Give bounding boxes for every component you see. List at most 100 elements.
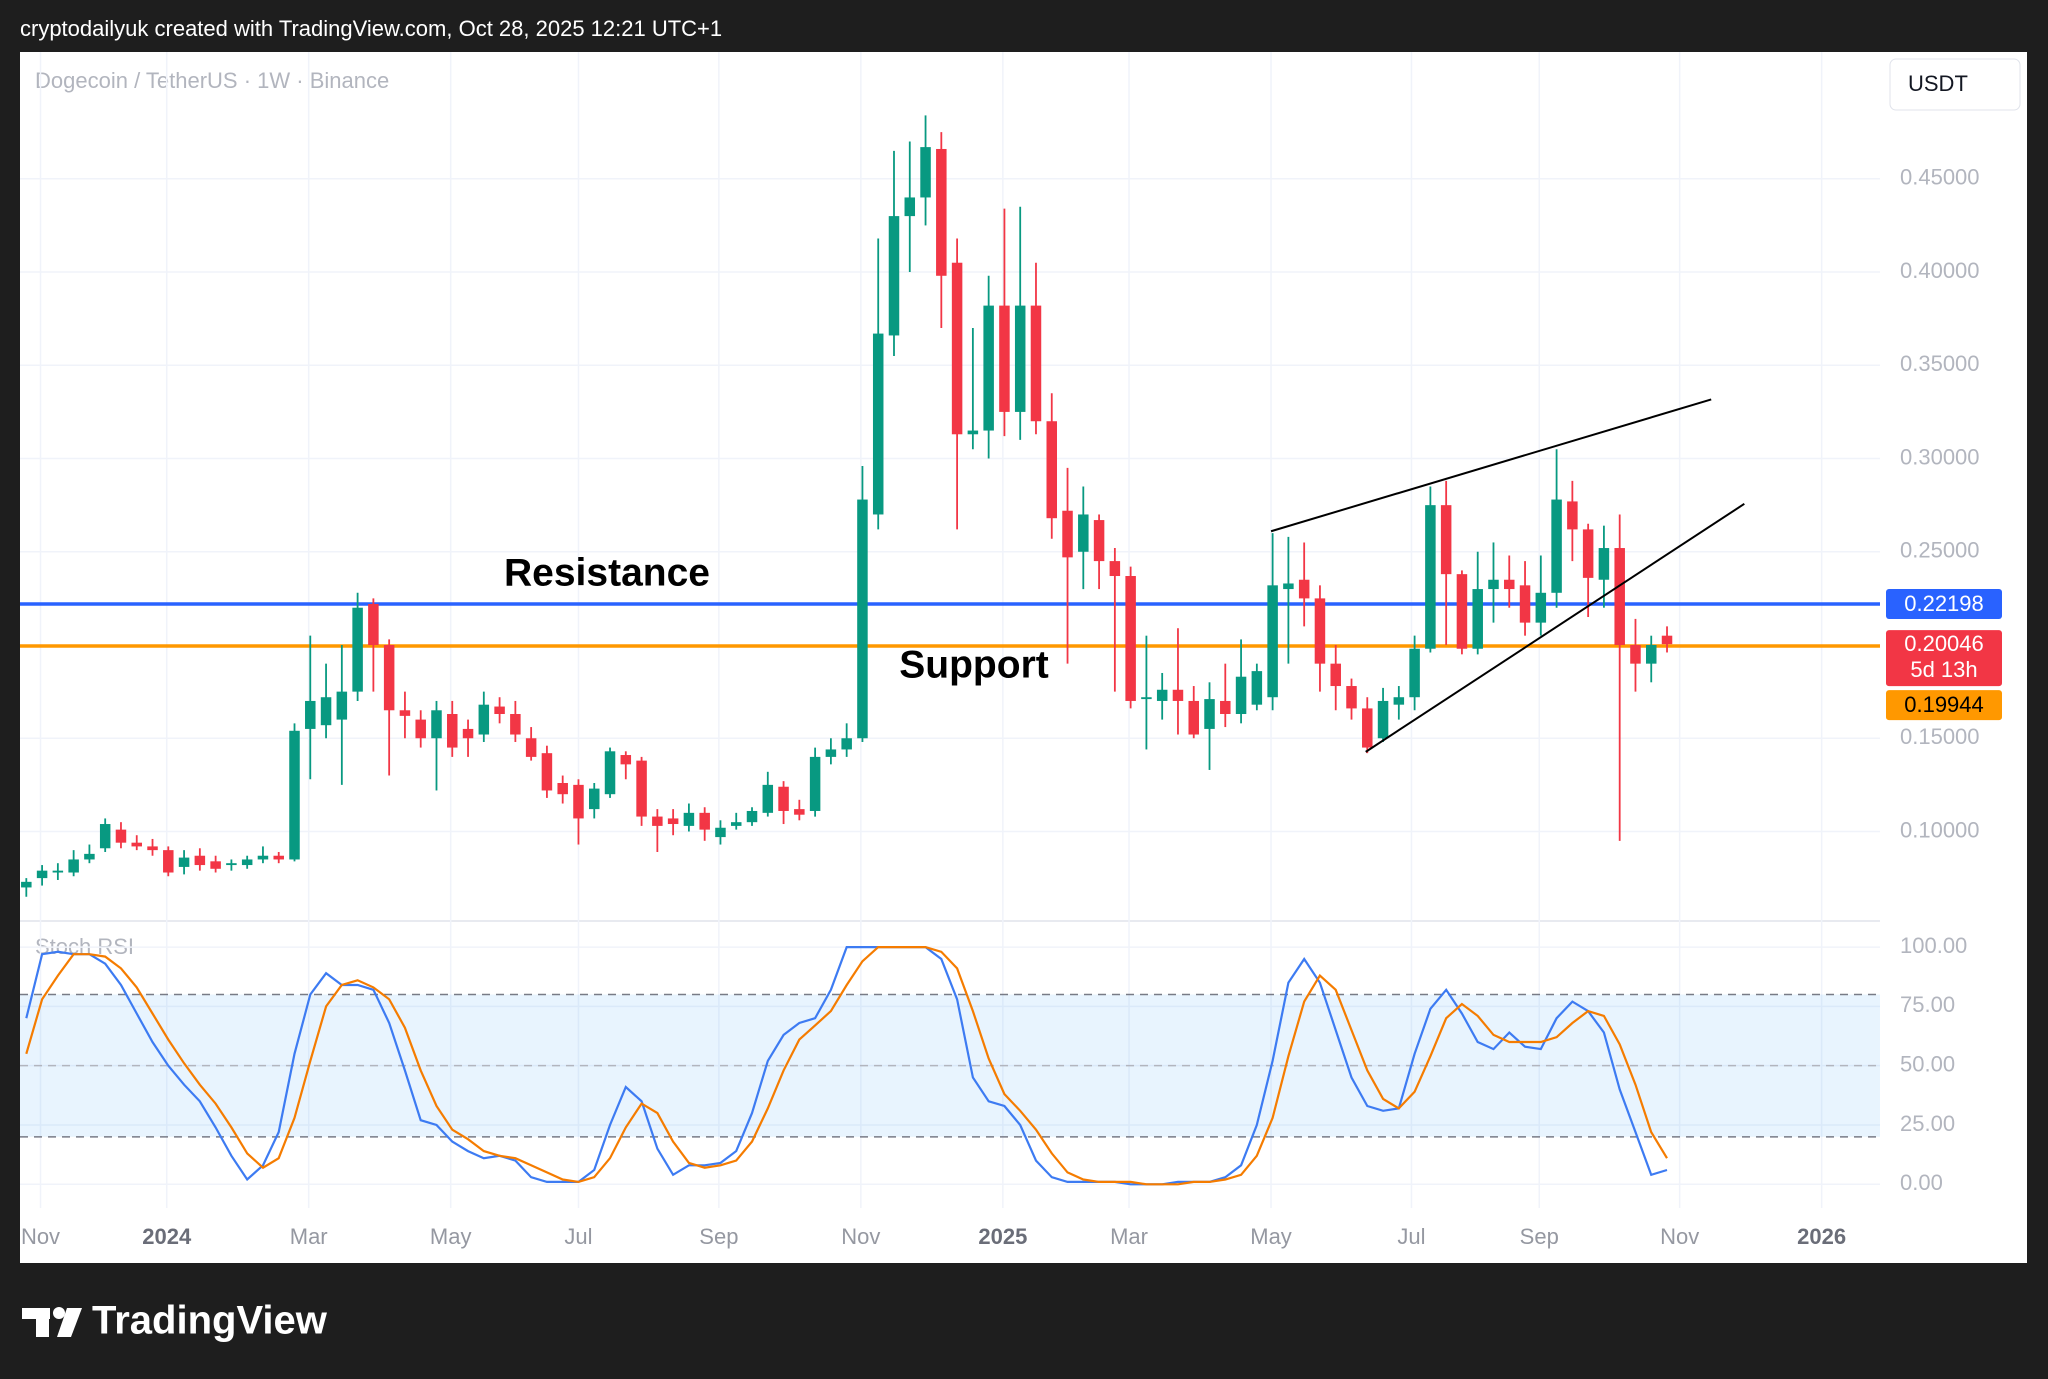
- candle-body: [431, 710, 442, 739]
- candle-body: [1330, 663, 1341, 687]
- candle-body: [1456, 574, 1468, 649]
- candle-body: [1630, 645, 1641, 664]
- candle-body: [841, 738, 852, 750]
- candle-body: [809, 756, 821, 811]
- candle-body: [383, 645, 395, 711]
- x-tick-label: Sep: [1520, 1224, 1559, 1249]
- y-tick-label: 100.00: [1900, 933, 1967, 958]
- indicator-line: [25, 946, 1668, 1186]
- candle-body: [1078, 514, 1089, 552]
- candle-body: [1425, 505, 1436, 649]
- candle-body: [1409, 648, 1420, 698]
- x-tick-label: Jul: [564, 1224, 592, 1249]
- candle-body: [904, 197, 916, 217]
- candle-body: [1598, 548, 1610, 580]
- annotation: Resistance: [504, 551, 710, 594]
- candle-body: [683, 812, 695, 826]
- candle-body: [746, 810, 758, 823]
- price-label-box: [1886, 589, 2002, 620]
- candle-body: [399, 710, 411, 716]
- candle-body: [652, 816, 663, 826]
- x-tick-label: 2025: [978, 1224, 1027, 1249]
- candle-body: [1440, 505, 1452, 575]
- indicator-line: [25, 946, 1668, 1186]
- candle-body: [936, 148, 947, 276]
- candle-body: [999, 305, 1010, 412]
- candle-body: [1362, 708, 1373, 748]
- candle-body: [21, 881, 32, 888]
- candle-body: [52, 870, 64, 873]
- candle-body: [1504, 579, 1515, 590]
- candle-body: [1298, 579, 1310, 599]
- logo-text: TradingView: [92, 1299, 328, 1343]
- header-text: cryptodailyuk created with TradingView.c…: [20, 16, 722, 41]
- candle-body: [1156, 689, 1168, 701]
- candle-body: [478, 704, 490, 735]
- candle-body: [510, 714, 521, 735]
- candle-body: [1062, 510, 1073, 558]
- candle-body: [1645, 645, 1657, 664]
- price-label: 0.19944: [1904, 692, 1984, 717]
- candle-body: [352, 607, 363, 692]
- price-label: 0.22198: [1904, 591, 1984, 616]
- candle-body: [368, 603, 379, 646]
- x-tick-label: Mar: [290, 1224, 328, 1249]
- candle-body: [967, 430, 979, 435]
- candle-body: [178, 857, 190, 867]
- candle-body: [115, 829, 127, 843]
- candle-body: [462, 728, 474, 739]
- y-tick-label: 0.40000: [1900, 258, 1980, 283]
- candle-body: [99, 824, 111, 849]
- candle-body: [715, 827, 726, 838]
- currency-button[interactable]: [1889, 58, 2021, 111]
- candle-body: [1030, 305, 1042, 422]
- candle-body: [1235, 676, 1247, 715]
- y-tick-label: 0.25000: [1900, 538, 1980, 563]
- logo-icon: [22, 1307, 82, 1337]
- candle-body: [194, 855, 206, 866]
- x-tick-label: Mar: [1110, 1224, 1148, 1249]
- candle-body: [1393, 697, 1405, 705]
- candle-body: [762, 784, 774, 813]
- candle-body: [68, 859, 79, 873]
- candle-body: [257, 855, 269, 860]
- candle-body: [1535, 592, 1547, 623]
- annotation: Support: [899, 643, 1048, 686]
- indicator-pane: [20, 946, 1880, 1186]
- candle-body: [872, 333, 884, 515]
- candle-body: [1661, 635, 1673, 645]
- last-price-box: [1886, 630, 2002, 687]
- price-label-box: [1886, 690, 2002, 721]
- x-tick-label: 2026: [1797, 1224, 1846, 1249]
- x-tick-label: May: [430, 1224, 472, 1249]
- candle-body: [667, 818, 679, 825]
- candle-body: [1109, 561, 1121, 577]
- x-tick-label: Nov: [1660, 1224, 1699, 1249]
- candle-body: [320, 697, 332, 726]
- x-tick-label: 2024: [142, 1224, 192, 1249]
- y-tick-label: 0.15000: [1900, 724, 1980, 749]
- candle-body: [163, 850, 174, 873]
- x-tick-label: Nov: [21, 1224, 60, 1249]
- currency-label[interactable]: USDT: [1908, 71, 1968, 96]
- candle-body: [1046, 421, 1058, 519]
- trendline: [1365, 503, 1745, 753]
- candle-body: [1204, 699, 1215, 729]
- candle-body: [1141, 697, 1152, 700]
- y-tick-label: 0.10000: [1900, 817, 1980, 842]
- candle-body: [588, 788, 600, 810]
- candle-body: [541, 753, 553, 791]
- candle-body: [825, 749, 837, 757]
- candle-body: [1519, 585, 1531, 623]
- candle-body: [1314, 598, 1326, 664]
- candle-body: [131, 842, 142, 847]
- candle-body: [289, 730, 300, 860]
- last-price-label: 0.20046: [1904, 631, 1984, 656]
- candle-body: [1472, 589, 1483, 649]
- candle-body: [1172, 689, 1184, 701]
- candle-body: [226, 863, 237, 866]
- candle-body: [1346, 686, 1357, 709]
- candle-body: [951, 262, 963, 435]
- candle-body: [604, 751, 616, 795]
